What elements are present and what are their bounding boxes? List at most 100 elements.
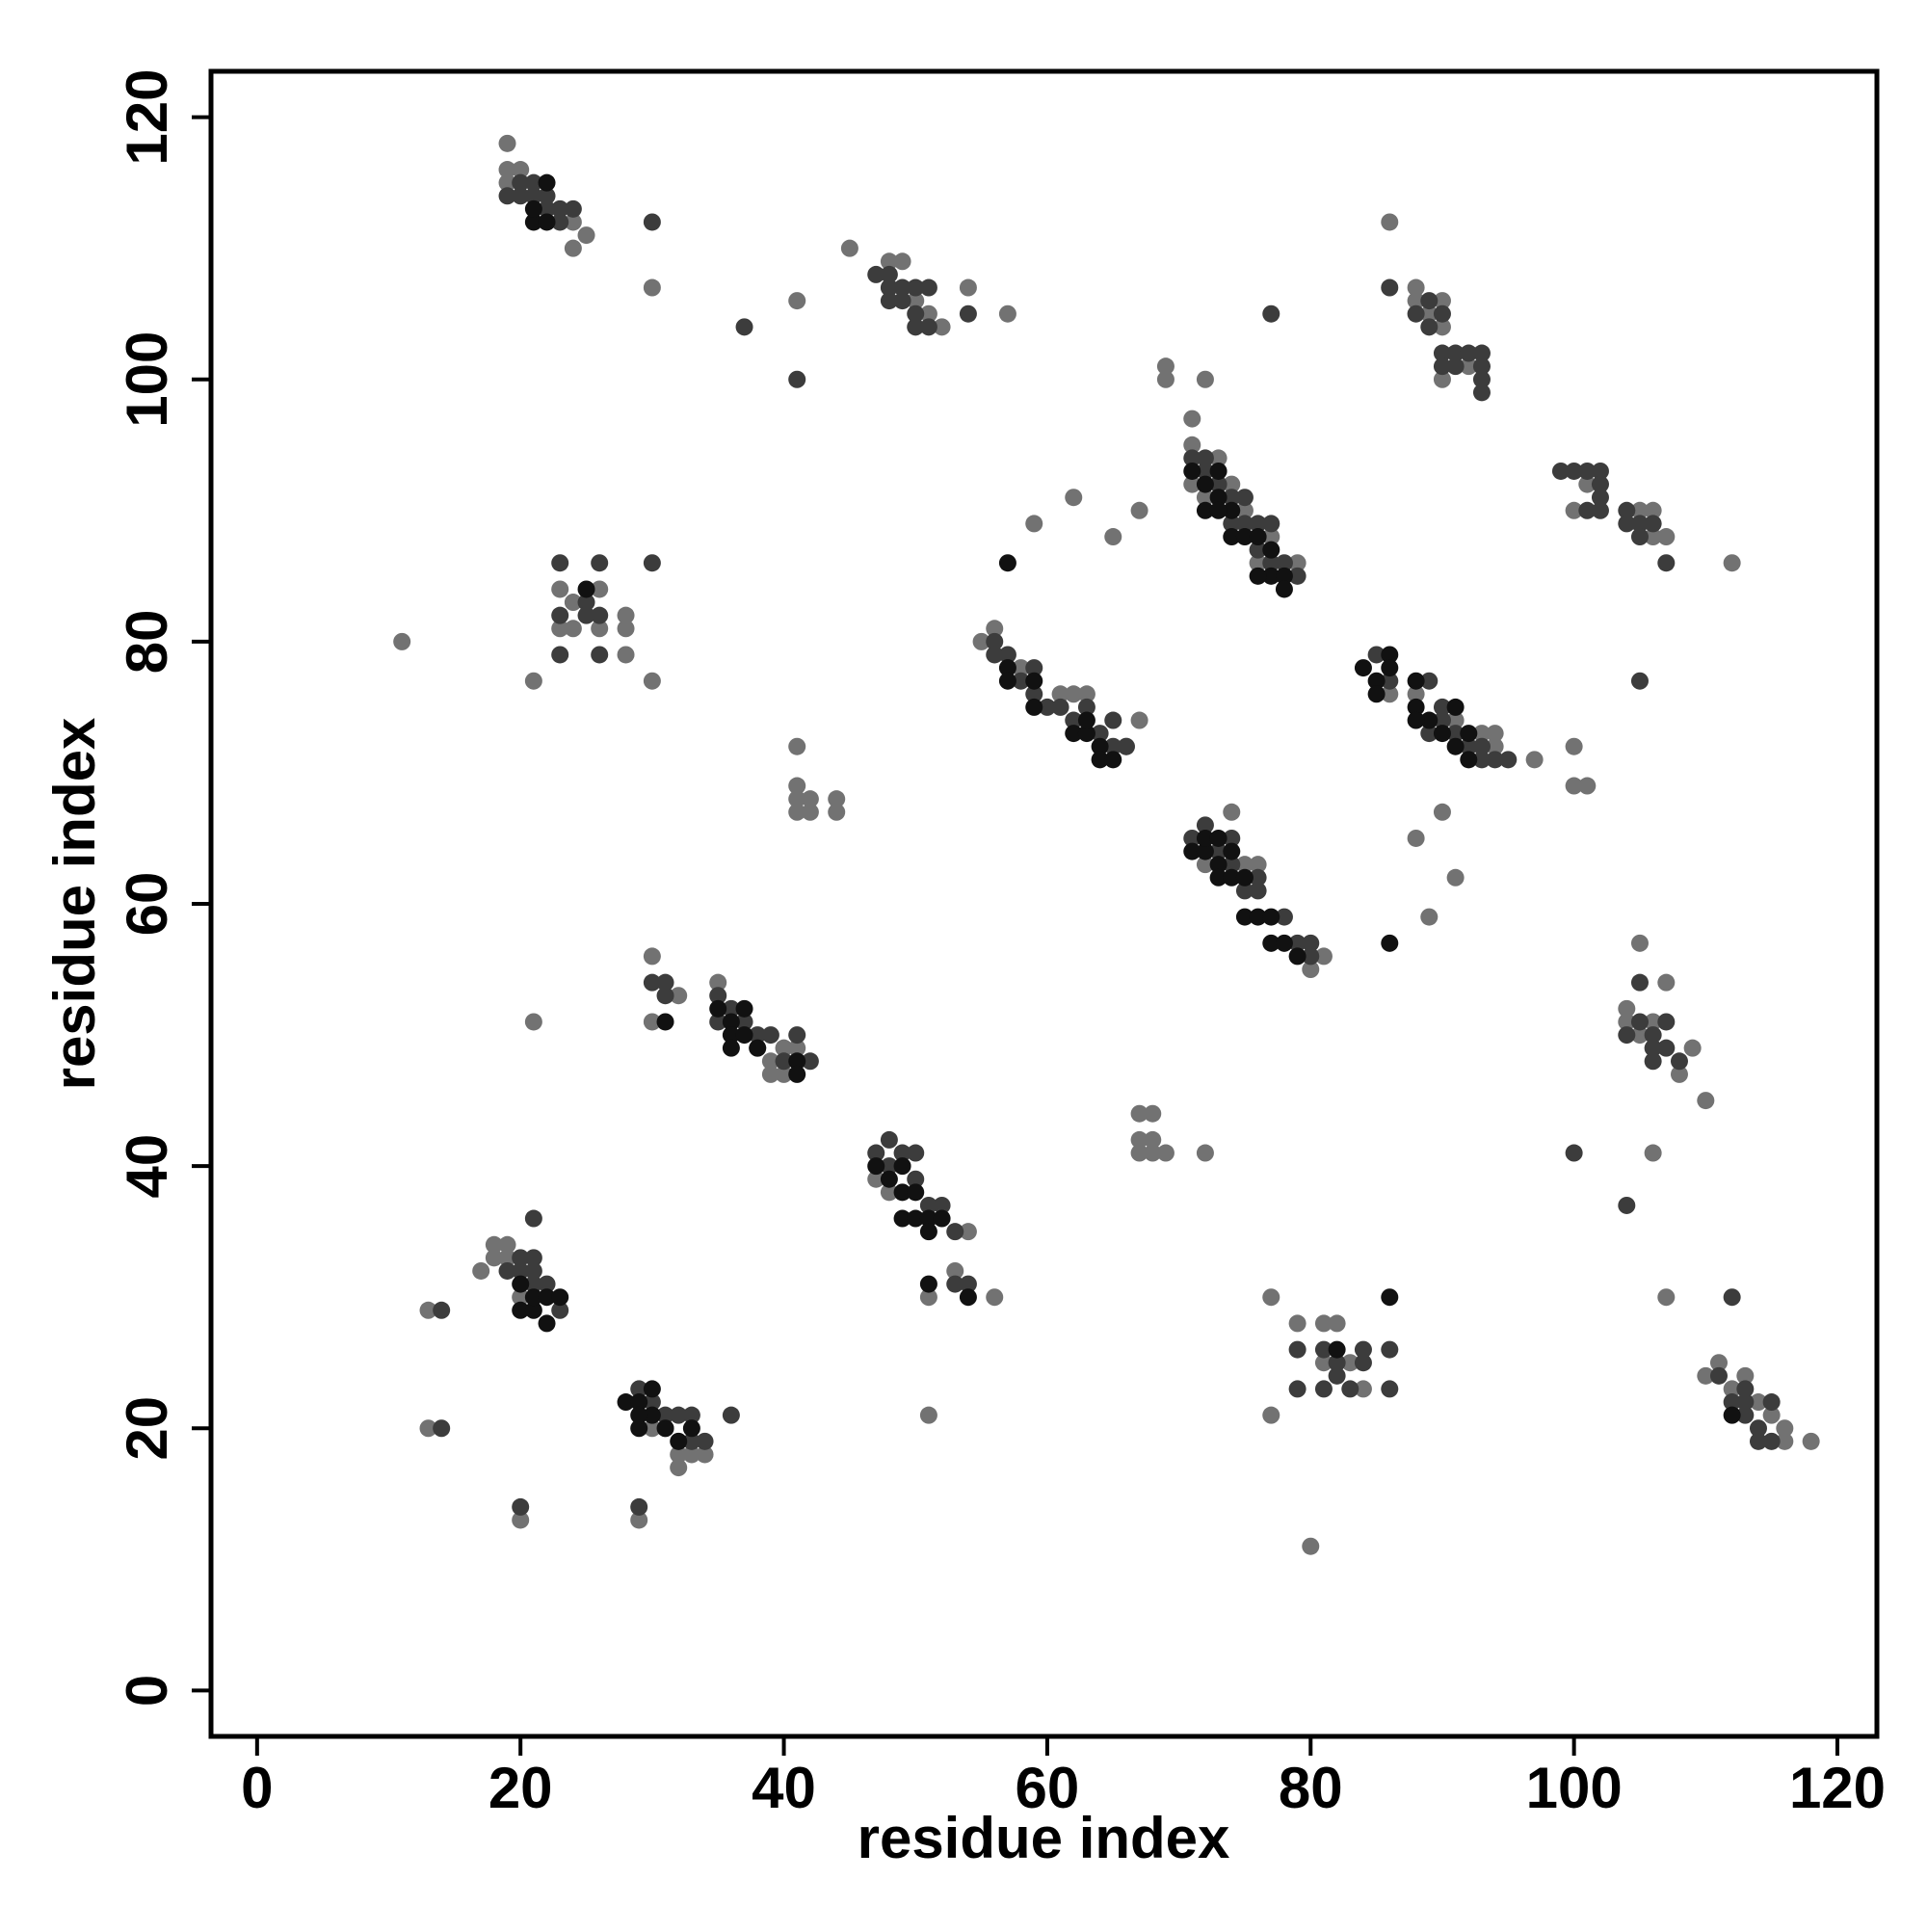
- y-tick-label: 40: [115, 1134, 179, 1199]
- contact-point: [643, 973, 661, 992]
- contact-point: [1156, 357, 1175, 376]
- contact-point: [1433, 292, 1451, 310]
- contact-point: [1657, 1013, 1676, 1031]
- contact-point: [788, 737, 806, 755]
- contact-point: [919, 1275, 937, 1293]
- contact-point: [1618, 1013, 1636, 1031]
- contact-point: [1433, 711, 1451, 729]
- contact-point: [933, 1196, 951, 1214]
- contact-point: [946, 1223, 964, 1241]
- contact-point: [498, 1261, 516, 1280]
- contact-point: [1249, 554, 1267, 572]
- contact-point: [630, 1511, 648, 1529]
- contact-point: [1460, 725, 1478, 743]
- contact-point: [1591, 501, 1609, 519]
- contact-point: [1420, 318, 1439, 336]
- contact-point: [1749, 1432, 1767, 1450]
- contact-point: [1433, 344, 1451, 362]
- contact-point: [1381, 213, 1399, 231]
- contact-point: [1196, 501, 1214, 519]
- contact-point: [1144, 1130, 1162, 1149]
- contact-point: [1762, 1406, 1781, 1424]
- contact-point: [828, 790, 846, 808]
- contact-point: [946, 1261, 964, 1280]
- contact-point: [880, 278, 898, 297]
- contact-point: [1235, 868, 1254, 887]
- contact-point: [538, 173, 556, 192]
- contact-point: [1209, 449, 1227, 467]
- contact-point: [472, 1261, 490, 1280]
- contact-point: [1288, 554, 1307, 572]
- contact-point: [1328, 1314, 1346, 1333]
- contact-point: [1630, 934, 1649, 952]
- contact-point: [1288, 934, 1307, 952]
- contact-point: [485, 1235, 503, 1254]
- contact-point: [1381, 278, 1399, 297]
- x-tick-label: 40: [752, 1756, 816, 1820]
- contact-point: [1565, 737, 1583, 755]
- contact-point: [656, 1419, 674, 1438]
- contact-point: [1025, 659, 1043, 677]
- contact-point: [1183, 436, 1201, 454]
- contact-point: [1196, 475, 1214, 493]
- contact-point: [538, 213, 556, 231]
- contact-point: [1381, 646, 1399, 664]
- contact-point: [1381, 934, 1399, 952]
- contact-point: [1749, 1393, 1767, 1412]
- contact-point: [775, 1039, 793, 1057]
- contact-point: [512, 1275, 530, 1293]
- contact-point: [1104, 737, 1122, 755]
- contact-point: [564, 620, 582, 638]
- contact-point: [986, 632, 1004, 650]
- contact-point: [907, 318, 925, 336]
- contact-point: [1249, 541, 1267, 559]
- contact-point: [722, 999, 740, 1018]
- contact-point: [1381, 672, 1399, 690]
- contact-point: [538, 187, 556, 205]
- contact-point: [1223, 475, 1241, 493]
- contact-point: [1657, 1288, 1676, 1307]
- contact-point: [512, 1301, 530, 1319]
- contact-point: [709, 973, 727, 992]
- contact-point: [1565, 777, 1583, 795]
- contact-point: [1446, 711, 1465, 729]
- contact-point: [670, 987, 688, 1005]
- contact-point: [1262, 554, 1280, 572]
- contact-point: [1275, 567, 1293, 585]
- contact-point: [1302, 1537, 1320, 1555]
- contact-point: [538, 1288, 556, 1307]
- contact-point: [1525, 751, 1544, 769]
- contact-point: [893, 1144, 911, 1162]
- contact-point: [1618, 999, 1636, 1018]
- contact-point: [775, 1065, 793, 1083]
- contact-point: [1723, 1380, 1741, 1398]
- contact-point: [696, 1445, 714, 1464]
- contact-point: [682, 1406, 700, 1424]
- contact-point: [1302, 947, 1320, 966]
- contact-point: [1354, 1354, 1372, 1372]
- contact-point: [998, 554, 1016, 572]
- contact-point: [1367, 646, 1386, 664]
- contact-point: [880, 252, 898, 271]
- contact-point: [393, 632, 411, 650]
- contact-point: [1077, 685, 1095, 703]
- contact-point: [551, 554, 569, 572]
- contact-point: [919, 1406, 937, 1424]
- contact-point: [1486, 751, 1504, 769]
- contact-point: [1235, 856, 1254, 874]
- x-tick-label: 0: [241, 1756, 273, 1820]
- contact-point: [1630, 672, 1649, 690]
- contact-point: [788, 1026, 806, 1045]
- contact-point: [1275, 554, 1293, 572]
- contact-point: [1249, 882, 1267, 900]
- contact-point: [1196, 856, 1214, 874]
- contact-point: [1723, 1393, 1741, 1412]
- y-tick-label: 60: [115, 872, 179, 937]
- contact-point: [1183, 475, 1201, 493]
- contact-point: [735, 1026, 753, 1045]
- contact-point: [696, 1432, 714, 1450]
- contact-point: [1249, 856, 1267, 874]
- contact-point: [1578, 501, 1597, 519]
- x-axis-title: residue index: [858, 1806, 1230, 1870]
- contact-point: [1235, 515, 1254, 533]
